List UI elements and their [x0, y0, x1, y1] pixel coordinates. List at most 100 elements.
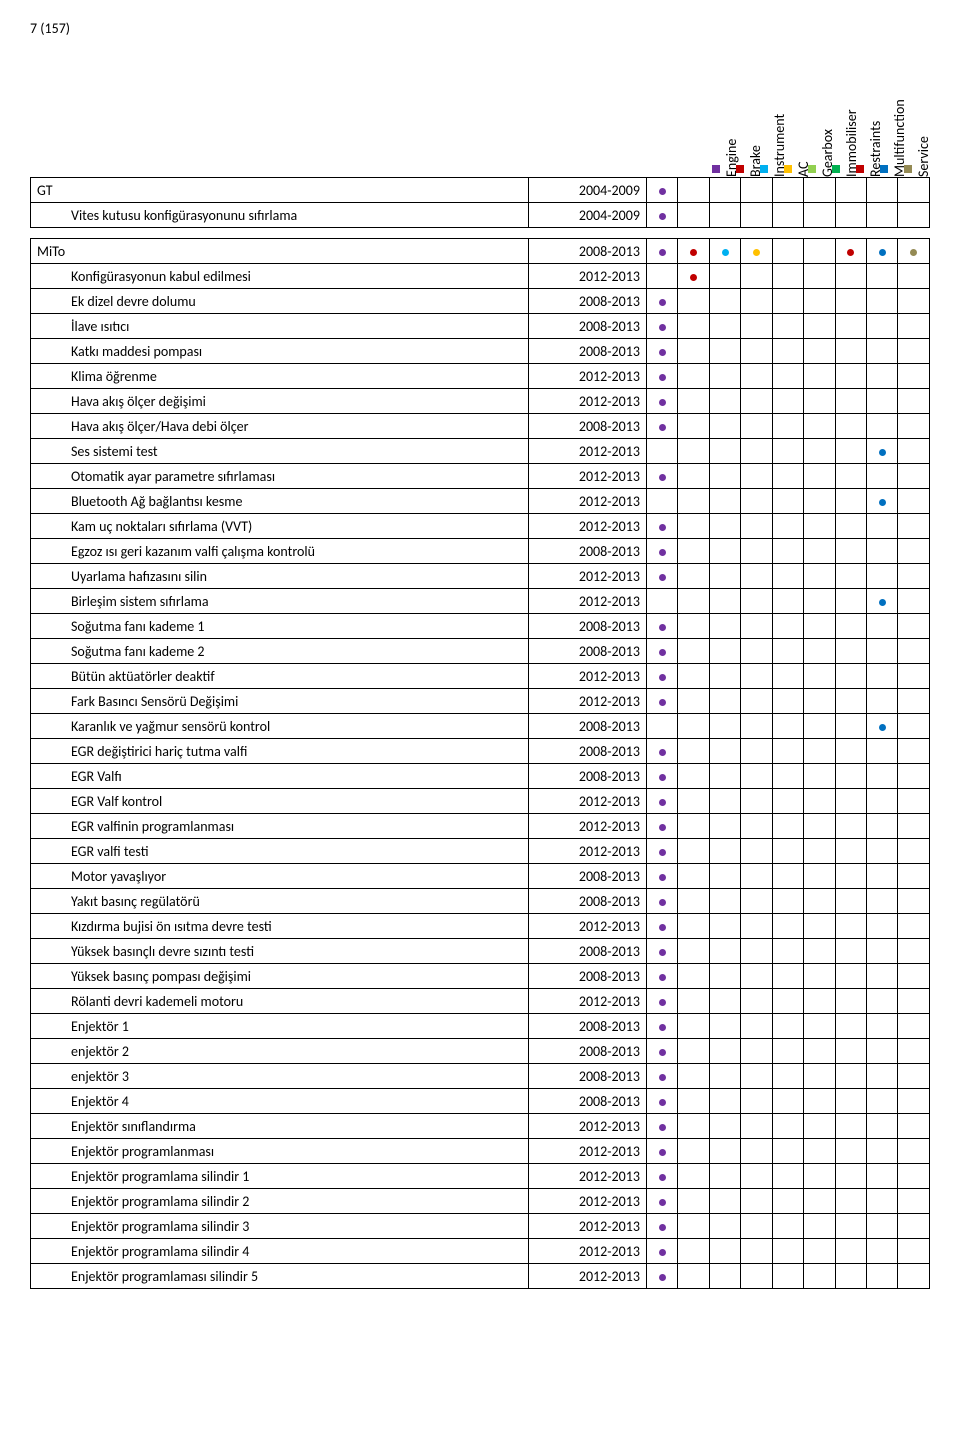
cell-ac — [741, 789, 772, 814]
cell-gearbox — [772, 689, 803, 714]
cell-multifunction — [866, 339, 897, 364]
cell-gearbox — [772, 1139, 803, 1164]
cell-restraints — [835, 1264, 866, 1289]
cell-multifunction — [866, 289, 897, 314]
engine-dot-icon — [659, 374, 666, 381]
table-row: Soğutma fanı kademe 12008-2013 — [31, 614, 930, 639]
cell-restraints — [835, 264, 866, 289]
immobiliser-label: Immobiliser — [843, 77, 860, 177]
cell-ac — [741, 1089, 772, 1114]
cell-service — [898, 1164, 930, 1189]
cell-instrument — [709, 314, 740, 339]
cell-immobiliser — [804, 664, 835, 689]
cell-service — [898, 739, 930, 764]
cell-ac — [741, 864, 772, 889]
row-name: Yüksek basınçlı devre sızıntı testi — [31, 939, 529, 964]
row-year: 2012-2013 — [528, 814, 646, 839]
cell-service — [898, 1239, 930, 1264]
engine-dot-icon — [659, 399, 666, 406]
cell-service — [898, 1114, 930, 1139]
row-year: 2012-2013 — [528, 389, 646, 414]
row-name: Bluetooth Ağ bağlantısı kesme — [31, 489, 529, 514]
row-name: EGR değiştirici hariç tutma valfi — [31, 739, 529, 764]
cell-ac — [741, 489, 772, 514]
table-row: GT2004-2009 — [31, 178, 930, 203]
engine-dot-icon — [659, 949, 666, 956]
cell-multifunction — [866, 1064, 897, 1089]
cell-brake — [678, 839, 709, 864]
table-row: Katkı maddesi pompası2008-2013 — [31, 339, 930, 364]
cell-immobiliser — [804, 1239, 835, 1264]
cell-service — [898, 414, 930, 439]
cell-instrument — [709, 814, 740, 839]
cell-gearbox — [772, 389, 803, 414]
cell-instrument — [709, 764, 740, 789]
cell-restraints — [835, 414, 866, 439]
cell-restraints — [835, 1189, 866, 1214]
cell-instrument — [709, 464, 740, 489]
cell-gearbox — [772, 1089, 803, 1114]
cell-ac — [741, 689, 772, 714]
cell-service — [898, 614, 930, 639]
cell-engine — [646, 639, 677, 664]
engine-dot-icon — [659, 299, 666, 306]
row-name: Hava akış ölçer değişimi — [31, 389, 529, 414]
row-year: 2012-2013 — [528, 989, 646, 1014]
row-name: Karanlık ve yağmur sensörü kontrol — [31, 714, 529, 739]
cell-instrument — [709, 564, 740, 589]
row-name: enjektör 2 — [31, 1039, 529, 1064]
row-name: MiTo — [31, 239, 529, 264]
table-row: Yakıt basınç regülatörü2008-2013 — [31, 889, 930, 914]
engine-dot-icon — [659, 474, 666, 481]
cell-gearbox — [772, 364, 803, 389]
row-year: 2012-2013 — [528, 564, 646, 589]
row-name: Kızdırma bujisi ön ısıtma devre testi — [31, 914, 529, 939]
row-name: Uyarlama hafızasını silin — [31, 564, 529, 589]
page-number: 7 (157) — [30, 20, 930, 37]
cell-immobiliser — [804, 814, 835, 839]
row-name: EGR valfi testi — [31, 839, 529, 864]
cell-multifunction — [866, 864, 897, 889]
cell-engine — [646, 514, 677, 539]
multifunction-dot-icon — [879, 499, 886, 506]
cell-multifunction — [866, 1239, 897, 1264]
cell-brake — [678, 364, 709, 389]
cell-service — [898, 1089, 930, 1114]
row-name: Hava akış ölçer/Hava debi ölçer — [31, 414, 529, 439]
row-name: Yakıt basınç regülatörü — [31, 889, 529, 914]
cell-multifunction — [866, 514, 897, 539]
cell-gearbox — [772, 764, 803, 789]
cell-instrument — [709, 1014, 740, 1039]
cell-engine — [646, 564, 677, 589]
cell-engine — [646, 264, 677, 289]
cell-brake — [678, 714, 709, 739]
cell-gearbox — [772, 1164, 803, 1189]
table-row: Otomatik ayar parametre sıfırlaması2012-… — [31, 464, 930, 489]
cell-service — [898, 789, 930, 814]
cell-engine — [646, 789, 677, 814]
table-row: enjektör 32008-2013 — [31, 1064, 930, 1089]
cell-engine — [646, 689, 677, 714]
legend-col-gearbox: Gearbox — [810, 77, 834, 177]
cell-immobiliser — [804, 414, 835, 439]
gearbox-label: Gearbox — [819, 77, 836, 177]
cell-immobiliser — [804, 1139, 835, 1164]
row-year: 2012-2013 — [528, 839, 646, 864]
cell-engine — [646, 739, 677, 764]
cell-restraints — [835, 439, 866, 464]
cell-instrument — [709, 889, 740, 914]
cell-immobiliser — [804, 489, 835, 514]
table-row: Birleşim sistem sıfırlama2012-2013 — [31, 589, 930, 614]
cell-instrument — [709, 789, 740, 814]
cell-engine — [646, 764, 677, 789]
cell-brake — [678, 1014, 709, 1039]
engine-dot-icon — [659, 1224, 666, 1231]
cell-brake — [678, 289, 709, 314]
cell-gearbox — [772, 889, 803, 914]
engine-dot-icon — [659, 899, 666, 906]
row-year: 2012-2013 — [528, 1264, 646, 1289]
cell-restraints — [835, 178, 866, 203]
cell-multifunction — [866, 714, 897, 739]
engine-dot-icon — [659, 1149, 666, 1156]
cell-ac — [741, 839, 772, 864]
